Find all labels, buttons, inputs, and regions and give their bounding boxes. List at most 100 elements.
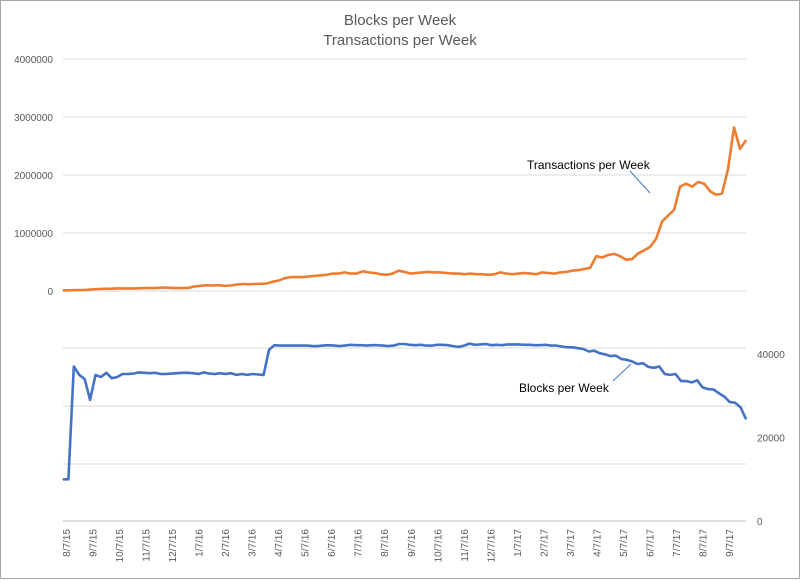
- data-point: [67, 478, 69, 480]
- data-point: [349, 344, 351, 346]
- data-point: [544, 344, 547, 346]
- data-point: [122, 287, 124, 289]
- data-point: [414, 344, 416, 346]
- data-point: [691, 381, 693, 383]
- data-point: [637, 252, 639, 254]
- data-point: [373, 272, 376, 274]
- data-point: [300, 345, 303, 347]
- data-point: [523, 344, 525, 346]
- data-point: [62, 478, 64, 480]
- data-point: [387, 345, 389, 347]
- data-point: [493, 273, 495, 275]
- data-point: [571, 270, 573, 272]
- data-point: [727, 168, 729, 170]
- data-point: [284, 277, 286, 279]
- data-point: [122, 373, 124, 375]
- data-point: [729, 401, 731, 403]
- data-point: [306, 345, 308, 347]
- data-point: [707, 388, 709, 390]
- data-point: [326, 274, 328, 276]
- data-point: [490, 344, 492, 346]
- data-point: [397, 270, 400, 272]
- x-axis-tick-label: 3/7/16: [248, 529, 259, 557]
- data-point: [517, 273, 519, 275]
- data-point: [362, 270, 364, 272]
- x-axis-tick-label: 5/7/16: [301, 529, 312, 557]
- data-point: [523, 272, 525, 274]
- blocks-annotation-arrow: [612, 363, 632, 382]
- data-point: [553, 273, 555, 275]
- data-point: [290, 345, 292, 347]
- blocks-annotation-label: Blocks per Week: [519, 381, 610, 395]
- data-point: [403, 271, 406, 273]
- chart-title: Blocks per Week: [344, 12, 457, 29]
- data-point: [593, 350, 595, 352]
- x-axis-tick-label: 10/7/16: [433, 529, 444, 563]
- data-point: [165, 373, 167, 375]
- data-point: [718, 392, 720, 394]
- data-point: [314, 275, 316, 277]
- data-point: [613, 253, 615, 255]
- data-point: [260, 283, 262, 285]
- data-point: [559, 271, 561, 273]
- data-point: [146, 287, 148, 289]
- data-point: [685, 183, 687, 185]
- x-axis-tick-label: 3/7/17: [566, 529, 577, 557]
- left-axis-tick-label: 4000000: [14, 55, 53, 66]
- data-point: [116, 376, 118, 378]
- data-point: [338, 273, 340, 275]
- data-point: [647, 366, 650, 368]
- data-point: [642, 362, 644, 364]
- data-point: [268, 349, 270, 351]
- data-point: [452, 345, 454, 347]
- data-point: [541, 271, 543, 273]
- annotations: Transactions per Week Blocks per Week: [519, 158, 651, 395]
- data-point: [368, 271, 370, 273]
- data-point: [487, 274, 489, 276]
- transactions-annotation-arrow: [629, 170, 651, 194]
- data-point: [588, 350, 590, 353]
- x-axis-tick-label: 11/7/16: [460, 529, 471, 562]
- data-point: [697, 181, 699, 183]
- x-axis-tick-label: 11/7/15: [142, 529, 153, 562]
- data-point: [382, 345, 384, 347]
- x-axis-tick-label: 1/7/16: [195, 529, 206, 557]
- data-point: [242, 283, 244, 285]
- x-axis-tick-label: 9/7/15: [89, 529, 100, 557]
- series-points: [62, 343, 747, 480]
- data-point: [74, 289, 76, 291]
- data-point: [702, 386, 704, 388]
- data-point: [425, 345, 427, 347]
- data-point: [745, 418, 747, 420]
- data-point: [447, 344, 449, 346]
- data-point: [534, 344, 536, 346]
- data-point: [212, 284, 214, 287]
- data-point: [80, 289, 82, 291]
- data-point: [127, 373, 129, 375]
- left-axis-tick-label: 3000000: [14, 113, 53, 124]
- x-axis-tick-label: 1/7/17: [513, 529, 524, 557]
- data-point: [457, 273, 459, 275]
- right-axis-tick-label: 40000: [757, 350, 785, 361]
- data-point: [160, 373, 162, 375]
- data-point: [517, 343, 519, 345]
- data-point: [667, 215, 669, 217]
- data-point: [176, 287, 178, 289]
- data-point: [703, 183, 705, 185]
- chart-subtitle: Transactions per Week: [323, 32, 477, 49]
- data-point: [128, 287, 130, 289]
- data-point: [188, 287, 190, 289]
- data-point: [273, 344, 275, 346]
- data-point: [577, 269, 579, 271]
- data-point: [338, 345, 341, 347]
- data-point: [609, 355, 612, 357]
- data-point: [550, 345, 552, 347]
- transactions-series-line: [62, 126, 748, 292]
- data-point: [599, 352, 601, 354]
- data-point: [566, 346, 568, 348]
- data-point: [230, 372, 232, 374]
- data-point: [98, 288, 100, 290]
- data-point: [138, 371, 140, 373]
